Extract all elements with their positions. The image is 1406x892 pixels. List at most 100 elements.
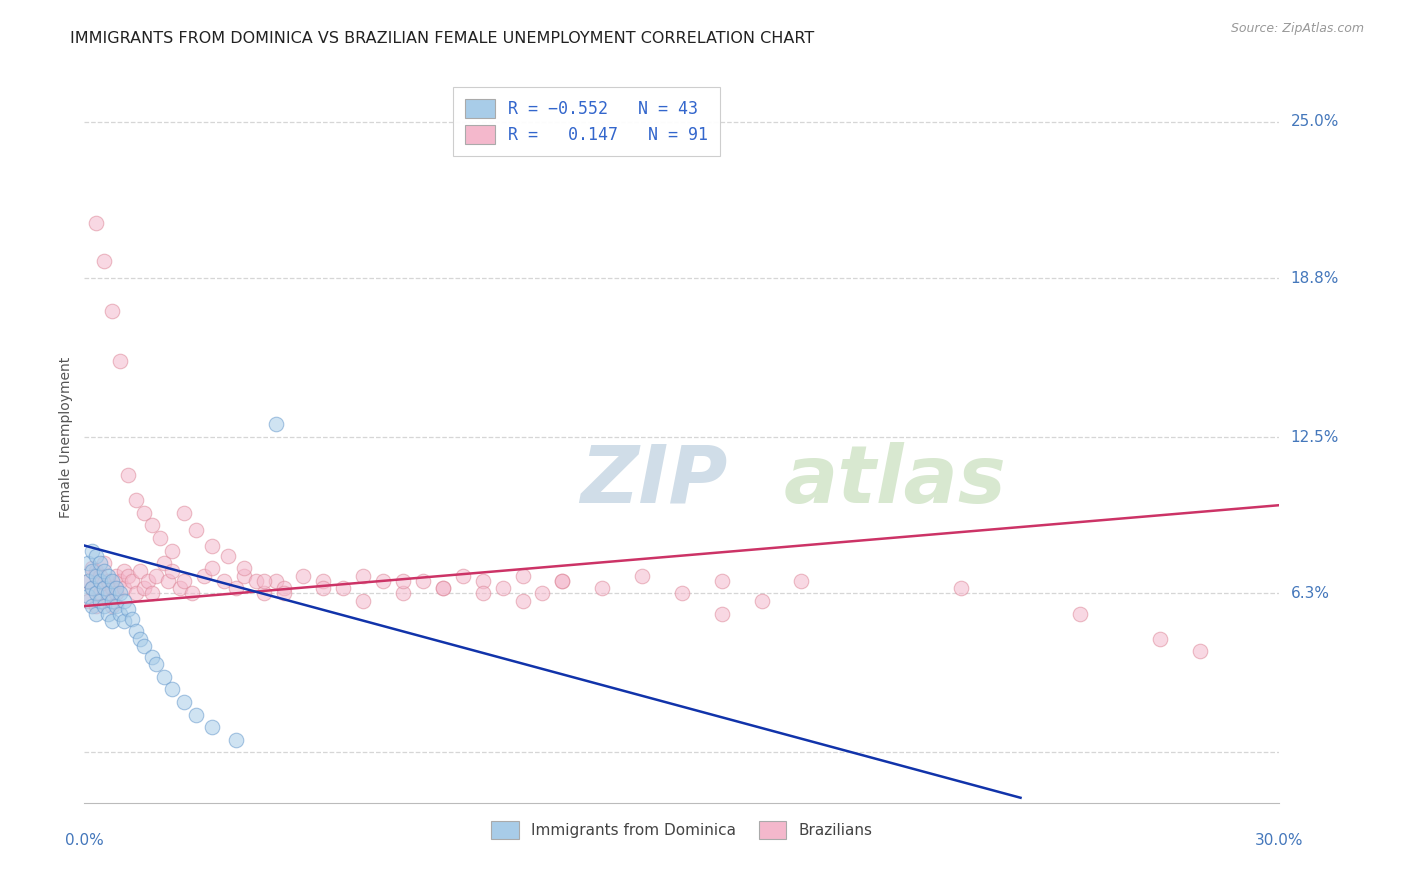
Point — [253, 574, 276, 588]
Point — [82, 564, 104, 578]
Point — [157, 574, 180, 588]
Point — [264, 574, 287, 588]
Point — [110, 607, 132, 621]
Point — [129, 564, 152, 578]
Point — [101, 614, 124, 628]
Point — [312, 574, 335, 588]
Point — [89, 569, 111, 583]
Point — [232, 561, 254, 575]
Text: atlas: atlas — [783, 442, 1007, 520]
Point — [184, 707, 207, 722]
Text: IMMIGRANTS FROM DOMINICA VS BRAZILIAN FEMALE UNEMPLOYMENT CORRELATION CHART: IMMIGRANTS FROM DOMINICA VS BRAZILIAN FE… — [70, 31, 814, 46]
Point — [201, 720, 224, 734]
Point — [97, 589, 120, 603]
Point — [193, 569, 215, 583]
Point — [153, 670, 176, 684]
Point — [82, 543, 104, 558]
Point — [145, 569, 167, 583]
Point — [110, 354, 132, 368]
Point — [121, 612, 143, 626]
Point — [136, 574, 159, 588]
Point — [93, 556, 115, 570]
Point — [101, 594, 124, 608]
Point — [160, 682, 183, 697]
Point — [631, 569, 654, 583]
Point — [245, 574, 267, 588]
Legend: Immigrants from Dominica, Brazilians: Immigrants from Dominica, Brazilians — [484, 814, 880, 847]
Point — [77, 594, 100, 608]
Point — [110, 574, 132, 588]
Point — [82, 582, 104, 596]
Point — [112, 564, 135, 578]
Point — [352, 594, 374, 608]
Text: 12.5%: 12.5% — [1291, 430, 1339, 444]
Point — [101, 582, 124, 596]
Point — [125, 624, 148, 639]
Point — [132, 582, 156, 596]
Point — [89, 556, 111, 570]
Point — [392, 574, 415, 588]
Point — [112, 582, 135, 596]
Point — [212, 574, 235, 588]
Point — [173, 506, 195, 520]
Text: Source: ZipAtlas.com: Source: ZipAtlas.com — [1230, 22, 1364, 36]
Point — [86, 607, 108, 621]
Text: 18.8%: 18.8% — [1291, 270, 1339, 285]
Point — [710, 574, 733, 588]
Point — [77, 556, 100, 570]
Point — [292, 569, 315, 583]
Point — [97, 569, 120, 583]
Point — [77, 574, 100, 588]
Point — [273, 582, 295, 596]
Point — [101, 574, 124, 588]
Point — [82, 582, 104, 596]
Point — [471, 574, 494, 588]
Point — [86, 599, 108, 613]
Point — [352, 569, 374, 583]
Point — [373, 574, 395, 588]
Point — [93, 576, 115, 591]
Point — [591, 582, 613, 596]
Point — [105, 599, 128, 613]
Point — [273, 586, 295, 600]
Point — [949, 582, 972, 596]
Point — [82, 561, 104, 575]
Point — [141, 586, 163, 600]
Point — [160, 564, 183, 578]
Text: 25.0%: 25.0% — [1291, 114, 1339, 129]
Point — [101, 304, 124, 318]
Point — [117, 601, 139, 615]
Point — [129, 632, 152, 646]
Point — [253, 586, 276, 600]
Point — [181, 586, 204, 600]
Point — [93, 253, 115, 268]
Point — [1188, 644, 1211, 658]
Point — [125, 493, 148, 508]
Point — [112, 594, 135, 608]
Point — [105, 569, 128, 583]
Point — [89, 594, 111, 608]
Point — [101, 599, 124, 613]
Point — [225, 582, 247, 596]
Point — [160, 543, 183, 558]
Point — [471, 586, 494, 600]
Point — [512, 594, 534, 608]
Point — [225, 732, 247, 747]
Point — [1069, 607, 1091, 621]
Point — [710, 607, 733, 621]
Point — [201, 561, 224, 575]
Point — [125, 586, 148, 600]
Point — [790, 574, 813, 588]
Y-axis label: Female Unemployment: Female Unemployment — [59, 357, 73, 517]
Point — [105, 582, 128, 596]
Point — [492, 582, 515, 596]
Point — [97, 586, 120, 600]
Point — [93, 599, 115, 613]
Point — [201, 539, 224, 553]
Point — [141, 649, 163, 664]
Point — [169, 582, 191, 596]
Point — [751, 594, 773, 608]
Point — [551, 574, 574, 588]
Point — [149, 531, 172, 545]
Point — [86, 216, 108, 230]
